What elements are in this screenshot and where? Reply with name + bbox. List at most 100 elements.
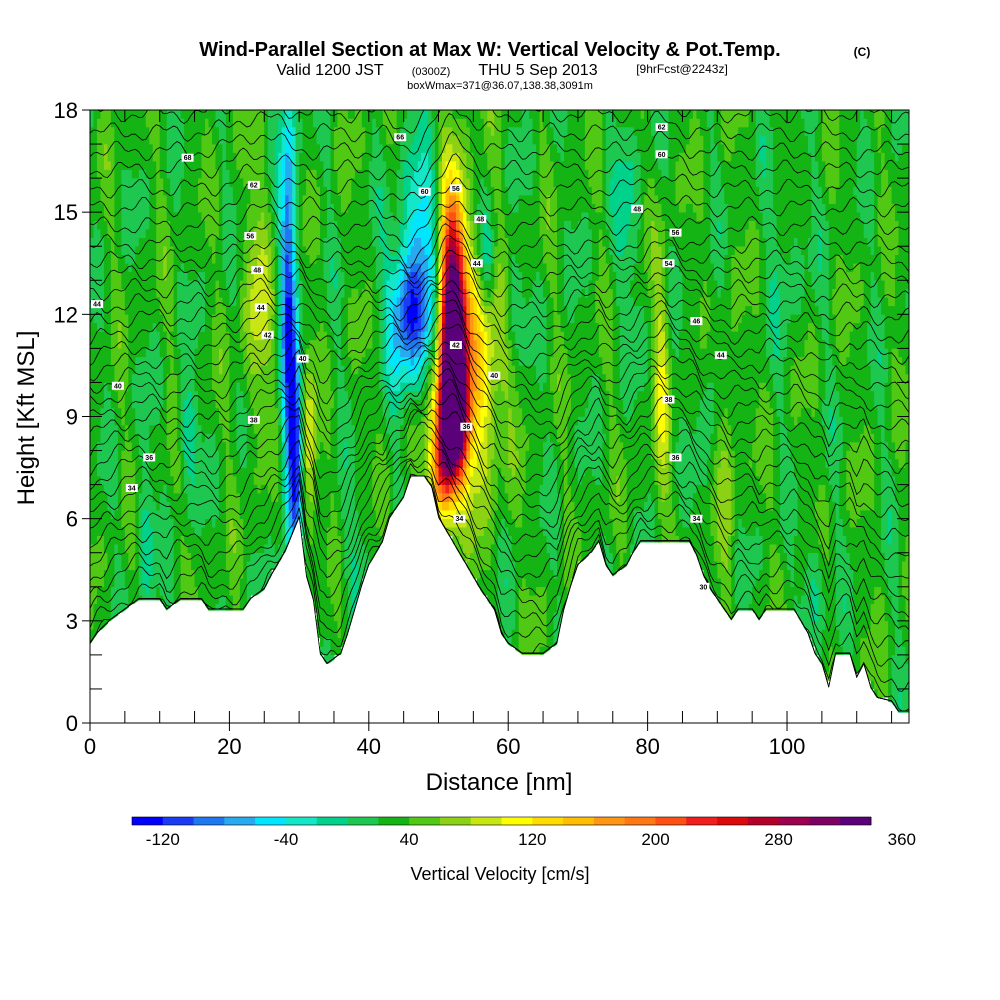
velocity-cell — [96, 390, 102, 400]
velocity-cell — [211, 586, 217, 596]
velocity-cell — [295, 322, 300, 332]
velocity-cell — [236, 365, 241, 375]
velocity-cell — [90, 348, 95, 358]
velocity-cell — [215, 305, 220, 315]
velocity-cell — [145, 262, 150, 273]
velocity-cell — [191, 237, 196, 247]
velocity-cell — [333, 152, 339, 162]
velocity-cell — [128, 467, 133, 477]
velocity-cell — [260, 467, 265, 477]
velocity-cell — [194, 594, 199, 605]
velocity-cell — [309, 484, 314, 494]
velocity-cell — [208, 135, 213, 145]
velocity-cell — [375, 237, 380, 247]
velocity-cell — [96, 543, 102, 554]
velocity-cell — [358, 177, 363, 187]
velocity-cell — [274, 228, 279, 238]
velocity-cell — [138, 475, 143, 485]
velocity-cell — [142, 586, 147, 596]
velocity-cell — [267, 245, 272, 256]
velocity-cell — [211, 203, 217, 213]
velocity-cell — [177, 186, 182, 196]
velocity-cell — [232, 194, 237, 204]
velocity-cell — [170, 399, 175, 409]
velocity-cell — [250, 501, 255, 511]
velocity-cell — [100, 152, 105, 162]
velocity-cell — [243, 560, 248, 571]
velocity-cell — [347, 339, 352, 349]
velocity-cell — [159, 407, 164, 417]
velocity-cell — [271, 441, 276, 451]
velocity-cell — [236, 271, 241, 281]
velocity-cell — [326, 629, 332, 639]
velocity-cell — [163, 356, 168, 366]
velocity-cell — [170, 356, 175, 366]
velocity-cell — [239, 186, 244, 196]
velocity-cell — [138, 322, 143, 332]
velocity-cell — [124, 458, 129, 468]
velocity-cell — [211, 467, 217, 477]
velocity-cell — [180, 110, 185, 119]
velocity-cell — [375, 484, 380, 494]
velocity-cell — [180, 416, 185, 426]
velocity-cell — [379, 509, 384, 519]
velocity-cell — [124, 160, 129, 170]
velocity-cell — [309, 535, 314, 545]
velocity-cell — [138, 203, 143, 213]
velocity-cell — [253, 279, 258, 290]
velocity-cell — [333, 160, 339, 170]
velocity-cell — [124, 262, 129, 273]
velocity-cell — [194, 194, 199, 204]
velocity-cell — [229, 271, 234, 281]
velocity-cell — [333, 356, 339, 366]
velocity-cell — [232, 169, 237, 179]
velocity-cell — [93, 135, 98, 145]
velocity-cell — [320, 110, 325, 119]
velocity-cell — [330, 475, 335, 485]
velocity-cell — [184, 211, 189, 221]
velocity-cell — [100, 501, 105, 511]
velocity-cell — [326, 160, 332, 170]
velocity-cell — [117, 135, 122, 145]
velocity-cell — [121, 160, 126, 170]
velocity-cell — [382, 211, 387, 221]
velocity-cell — [215, 177, 220, 187]
velocity-cell — [260, 543, 265, 554]
velocity-cell — [149, 365, 154, 375]
velocity-cell — [299, 458, 304, 468]
velocity-cell — [246, 441, 251, 451]
velocity-cell — [103, 220, 109, 230]
velocity-cell — [208, 603, 213, 613]
velocity-cell — [177, 433, 182, 443]
velocity-cell — [271, 220, 276, 230]
velocity-cell — [180, 314, 185, 324]
velocity-cell — [131, 526, 136, 536]
velocity-cell — [145, 203, 150, 213]
velocity-cell — [309, 160, 314, 170]
velocity-cell — [110, 518, 115, 528]
velocity-cell — [246, 501, 251, 511]
velocity-cell — [260, 211, 265, 221]
velocity-cell — [309, 458, 314, 468]
velocity-cell — [145, 177, 150, 187]
velocity-cell — [351, 297, 356, 307]
velocity-cell — [389, 416, 394, 426]
velocity-cell — [166, 271, 171, 281]
velocity-cell — [288, 279, 293, 290]
velocity-cell — [232, 135, 237, 145]
velocity-cell — [288, 194, 293, 204]
velocity-cell — [382, 135, 387, 145]
velocity-cell — [198, 186, 203, 196]
velocity-cell — [159, 314, 164, 324]
velocity-cell — [187, 526, 192, 536]
velocity-cell — [320, 577, 325, 588]
velocity-cell — [225, 501, 231, 511]
velocity-cell — [184, 228, 189, 238]
velocity-cell — [382, 186, 387, 196]
velocity-cell — [365, 365, 370, 375]
velocity-cell — [306, 228, 311, 238]
velocity-cell — [333, 560, 339, 571]
velocity-cell — [170, 382, 175, 392]
velocity-cell — [93, 348, 98, 358]
velocity-cell — [257, 279, 262, 290]
